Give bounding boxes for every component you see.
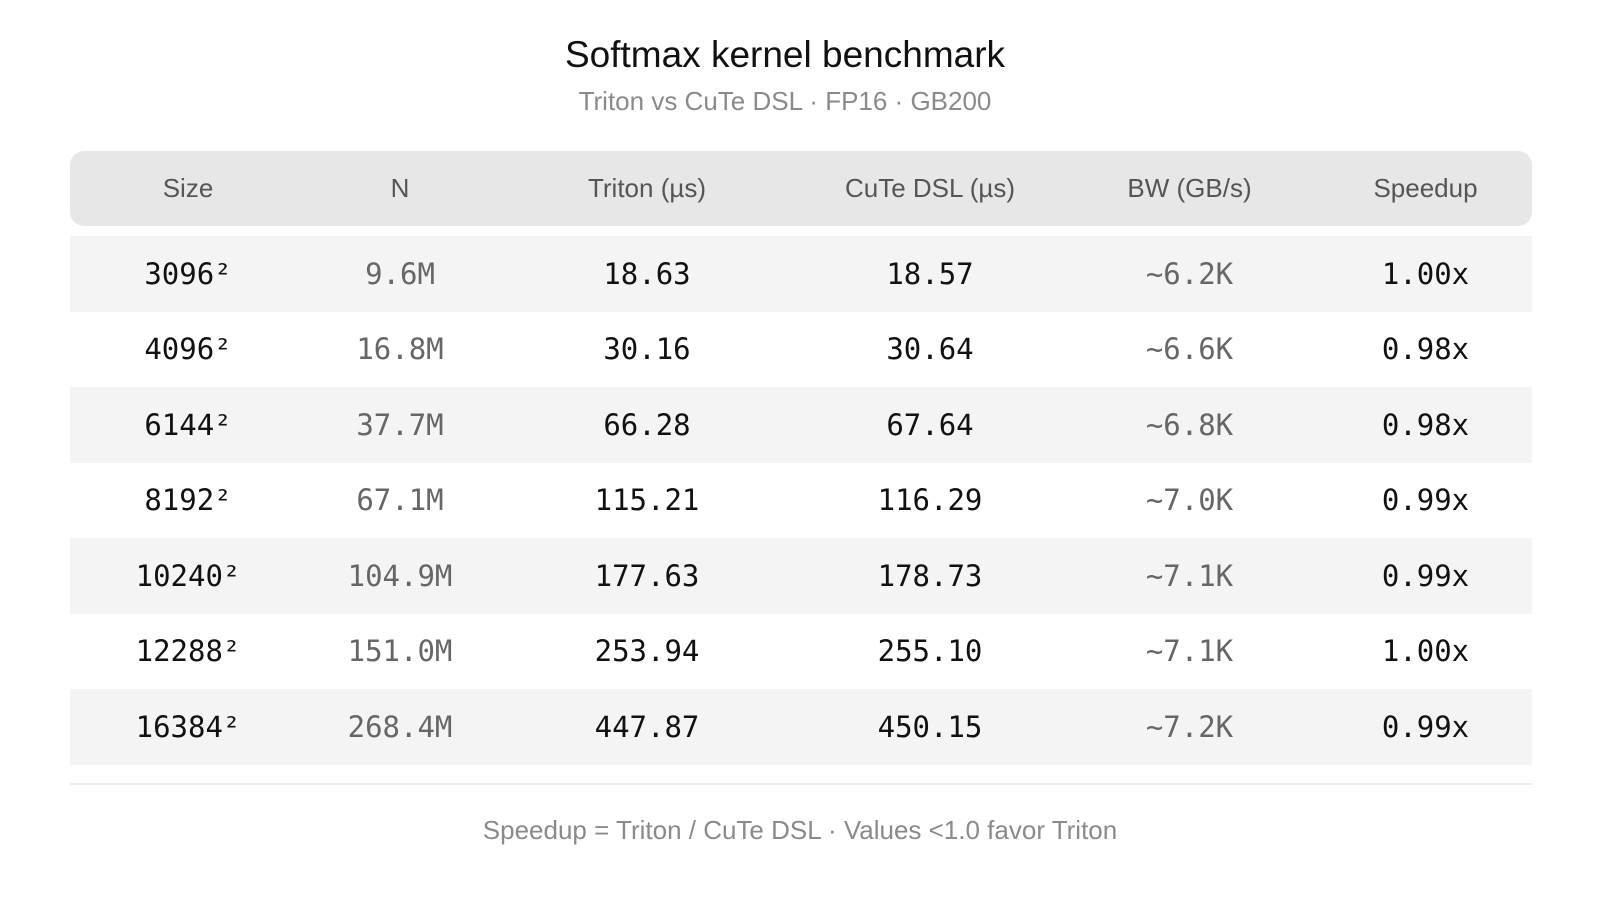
- table-body: 3096² 9.6M 18.63 18.57 ~6.2K 1.00x 4096² 16.8M 3…: [70, 236, 1532, 765]
- cell-speedup: 0.98x: [1381, 407, 1470, 442]
- cell-n: 16.8M: [356, 332, 444, 367]
- cell-cute-dsl: 450.15: [877, 709, 983, 744]
- cell-n: 268.4M: [347, 709, 453, 744]
- cell-speedup: 0.99x: [1381, 558, 1470, 593]
- cell-speedup: 0.98x: [1381, 332, 1470, 367]
- cell-triton: 115.21: [594, 483, 700, 518]
- cell-bandwidth: ~6.6K: [1145, 332, 1234, 367]
- cell-n: 104.9M: [347, 558, 453, 593]
- page-subtitle: Triton vs CuTe DSL · FP16 · GB200: [578, 86, 992, 116]
- cell-bandwidth: ~7.2K: [1145, 709, 1234, 744]
- footnote: Speedup = Triton / CuTe DSL · Values <1.…: [482, 815, 1118, 845]
- table-row: 16384² 268.4M 447.87 450.15 ~7.2K 0.99x: [70, 689, 1532, 765]
- cell-size: 4096²: [144, 332, 232, 367]
- cell-cute-dsl: 18.57: [886, 256, 974, 291]
- cell-size: 16384²: [135, 709, 241, 744]
- cell-cute-dsl: 67.64: [886, 407, 974, 442]
- cell-triton: 253.94: [594, 634, 700, 669]
- column-header-n: N: [390, 173, 410, 203]
- cell-triton: 447.87: [594, 709, 700, 744]
- column-header-size: Size: [162, 173, 214, 203]
- cell-bandwidth: ~7.0K: [1145, 483, 1234, 518]
- cell-bandwidth: ~6.2K: [1145, 256, 1234, 291]
- table-header: Size N Triton (µs) CuTe DSL (µs) BW (GB/…: [70, 151, 1532, 226]
- cell-size: 8192²: [144, 483, 232, 518]
- table-row: 6144² 37.7M 66.28 67.64 ~6.8K 0.98x: [70, 387, 1532, 463]
- cell-n: 37.7M: [356, 407, 444, 442]
- cell-triton: 177.63: [594, 558, 700, 593]
- table-row: 4096² 16.8M 30.16 30.64 ~6.6K 0.98x: [70, 312, 1532, 388]
- cell-triton: 30.16: [603, 332, 691, 367]
- cell-n: 9.6M: [365, 256, 435, 291]
- table-row: 3096² 9.6M 18.63 18.57 ~6.2K 1.00x: [70, 236, 1532, 312]
- cell-cute-dsl: 30.64: [886, 332, 974, 367]
- cell-size: 10240²: [135, 558, 241, 593]
- cell-size: 12288²: [135, 634, 241, 669]
- cell-speedup: 1.00x: [1381, 256, 1470, 291]
- table-row: 12288² 151.0M 253.94 255.10 ~7.1K 1.00x: [70, 614, 1532, 690]
- table-row: 10240² 104.9M 177.63 178.73 ~7.1K 0.99x: [70, 538, 1532, 614]
- cell-bandwidth: ~7.1K: [1145, 634, 1234, 669]
- cell-bandwidth: ~6.8K: [1145, 407, 1234, 442]
- page-title: Softmax kernel benchmark: [564, 34, 1006, 75]
- cell-triton: 18.63: [603, 256, 691, 291]
- cell-cute-dsl: 178.73: [877, 558, 983, 593]
- cell-size: 3096²: [144, 256, 232, 291]
- footer-divider: [70, 783, 1532, 785]
- column-header-cute-dsl: CuTe DSL (µs): [844, 173, 1016, 203]
- cell-cute-dsl: 116.29: [877, 483, 983, 518]
- cell-speedup: 0.99x: [1381, 483, 1470, 518]
- column-header-speedup: Speedup: [1373, 173, 1478, 203]
- benchmark-table: Size N Triton (µs) CuTe DSL (µs) BW (GB/…: [70, 151, 1532, 765]
- cell-speedup: 0.99x: [1381, 709, 1470, 744]
- table-row: 8192² 67.1M 115.21 116.29 ~7.0K 0.99x: [70, 463, 1532, 539]
- cell-n: 151.0M: [347, 634, 453, 669]
- cell-size: 6144²: [144, 407, 232, 442]
- cell-cute-dsl: 255.10: [877, 634, 983, 669]
- cell-triton: 66.28: [603, 407, 691, 442]
- column-header-triton: Triton (µs): [587, 173, 706, 203]
- cell-speedup: 1.00x: [1381, 634, 1470, 669]
- column-header-bandwidth: BW (GB/s): [1127, 173, 1252, 203]
- cell-n: 67.1M: [356, 483, 444, 518]
- cell-bandwidth: ~7.1K: [1145, 558, 1234, 593]
